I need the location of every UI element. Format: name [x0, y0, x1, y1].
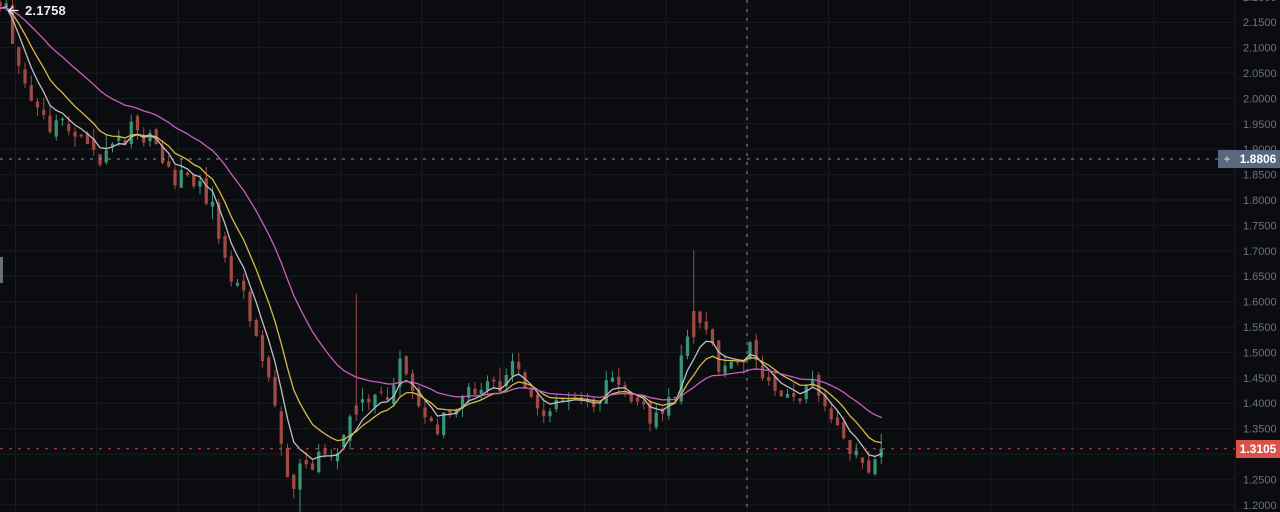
svg-text:1.9500: 1.9500	[1243, 119, 1277, 131]
svg-text:2.0500: 2.0500	[1243, 68, 1277, 80]
svg-text:1.8000: 1.8000	[1243, 195, 1277, 207]
svg-text:1.6500: 1.6500	[1243, 271, 1277, 283]
svg-text:1.5500: 1.5500	[1243, 322, 1277, 334]
svg-text:1.7000: 1.7000	[1243, 246, 1277, 258]
svg-text:2.1500: 2.1500	[1243, 17, 1277, 29]
svg-text:1.2500: 1.2500	[1243, 474, 1277, 486]
svg-text:1.4000: 1.4000	[1243, 398, 1277, 410]
svg-text:1.7500: 1.7500	[1243, 220, 1277, 232]
svg-text:2.0000: 2.0000	[1243, 93, 1277, 105]
svg-text:1.6000: 1.6000	[1243, 297, 1277, 309]
svg-text:2.2000: 2.2000	[1243, 0, 1277, 4]
svg-text:1.2000: 1.2000	[1243, 500, 1277, 512]
svg-text:1.4500: 1.4500	[1243, 373, 1277, 385]
svg-text:1.8500: 1.8500	[1243, 170, 1277, 182]
svg-text:2.1000: 2.1000	[1243, 43, 1277, 55]
svg-text:1.5000: 1.5000	[1243, 347, 1277, 359]
svg-text:1.3500: 1.3500	[1243, 424, 1277, 436]
